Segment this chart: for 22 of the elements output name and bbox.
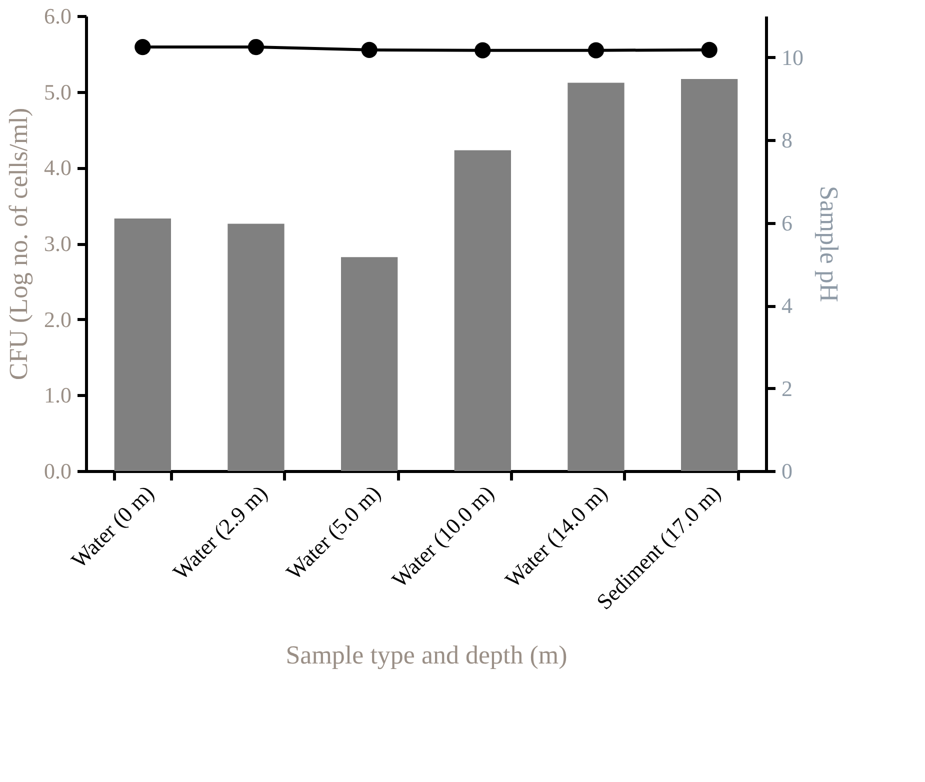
y2-axis-title: Sample pH — [814, 186, 844, 302]
y-tick-label: 3.0 — [44, 231, 72, 256]
x-axis-title: Sample type and depth (m) — [286, 640, 568, 670]
y2-tick-label: 6 — [782, 210, 792, 236]
y2-tick-label: 2 — [782, 376, 792, 401]
bar — [568, 82, 624, 471]
bar — [454, 150, 511, 471]
y2-tick-label: 0 — [782, 458, 792, 484]
y-axis-title: CFU (Log no. of cells/ml) — [4, 108, 33, 380]
y-tick-label: 5.0 — [44, 79, 72, 104]
bar — [228, 224, 284, 471]
bar — [114, 218, 171, 471]
y-tick-label: 2.0 — [44, 306, 72, 332]
bar — [341, 257, 398, 471]
y-tick-label: 1.0 — [44, 382, 72, 408]
y-tick-label: 4.0 — [44, 155, 72, 180]
y-tick-label: 0.0 — [44, 458, 72, 484]
y2-tick-label: 8 — [782, 128, 792, 153]
bar — [681, 78, 738, 471]
y2-tick-label: 4 — [782, 293, 792, 318]
y-tick-label: 6.0 — [44, 4, 72, 28]
y2-tick-label: 10 — [782, 44, 804, 70]
